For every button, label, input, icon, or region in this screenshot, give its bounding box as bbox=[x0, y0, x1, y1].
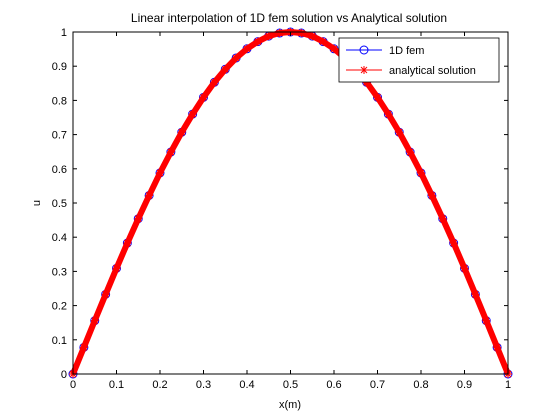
y-tick-label: 0.9 bbox=[52, 61, 67, 73]
y-tick-label: 0.8 bbox=[52, 95, 67, 107]
x-tick-label: 1 bbox=[505, 379, 511, 391]
series-point-analytical bbox=[101, 290, 110, 299]
legend-marker-fem bbox=[359, 45, 369, 55]
series-point-analytical bbox=[460, 264, 469, 273]
series-point-analytical bbox=[417, 168, 425, 177]
plot-area bbox=[73, 32, 508, 374]
y-tick-label: 1 bbox=[61, 27, 67, 39]
legend-label-fem: 1D fem bbox=[389, 45, 424, 57]
series-point-analytical bbox=[330, 44, 338, 53]
series-point-analytical bbox=[221, 65, 230, 74]
ticks-layer: 0 0.1 0.2 0.3 0.4 0.5 0.6 0.7 0.8 0.9 1 0 0.1 0.2 0.3 0… bbox=[52, 27, 511, 391]
series-point-analytical bbox=[427, 191, 436, 200]
x-tick-label: 0 bbox=[70, 379, 76, 391]
series-point-analytical bbox=[373, 93, 382, 102]
series-point-analytical bbox=[134, 214, 143, 223]
series-point-analytical bbox=[79, 343, 88, 352]
series-point-analytical bbox=[145, 191, 154, 200]
x-tick-label: 0.5 bbox=[283, 379, 298, 391]
series-point-analytical bbox=[188, 110, 197, 119]
legend: 1D fem analytical solution bbox=[338, 37, 500, 83]
series-point-analytical bbox=[308, 32, 317, 41]
legend-label-analytical: analytical solution bbox=[389, 65, 476, 77]
series-point-analytical bbox=[166, 148, 175, 157]
series-point-analytical bbox=[493, 343, 502, 352]
series-point-analytical bbox=[199, 93, 208, 102]
series-point-analytical bbox=[319, 37, 328, 46]
x-tick-label: 0.6 bbox=[326, 379, 341, 391]
series-point-analytical bbox=[177, 128, 186, 137]
legend-box bbox=[338, 37, 500, 83]
y-tick-label: 0.7 bbox=[52, 130, 67, 142]
series-point-analytical bbox=[482, 316, 491, 325]
series-point-analytical bbox=[232, 53, 241, 62]
y-tick-label: 0.4 bbox=[52, 232, 67, 244]
series-point-analytical bbox=[438, 214, 447, 223]
series-point-analytical bbox=[243, 44, 251, 53]
x-tick-label: 0.3 bbox=[196, 379, 211, 391]
y-tick-label: 0.5 bbox=[52, 198, 67, 210]
y-tick-label: 0 bbox=[61, 369, 67, 381]
series-point-analytical bbox=[297, 29, 306, 38]
series-point-analytical bbox=[275, 29, 284, 38]
legend-marker-analytical bbox=[360, 66, 368, 74]
series-point-analytical bbox=[471, 290, 480, 299]
chart-title: Linear interpolation of 1D fem solution … bbox=[131, 11, 447, 25]
series-point-analytical bbox=[384, 110, 393, 119]
series-point-analytical bbox=[210, 78, 219, 87]
x-tick-label: 0.8 bbox=[413, 379, 428, 391]
series-point-analytical bbox=[90, 316, 99, 325]
series-point-analytical bbox=[449, 239, 458, 248]
y-tick-label: 0.2 bbox=[52, 301, 67, 313]
series-point-analytical bbox=[123, 239, 132, 248]
series-point-analytical bbox=[253, 37, 262, 46]
series-point-analytical bbox=[156, 168, 164, 177]
x-tick-label: 0.4 bbox=[239, 379, 254, 391]
y-tick-label: 0.1 bbox=[52, 335, 67, 347]
x-tick-label: 0.2 bbox=[152, 379, 167, 391]
x-tick-label: 0.9 bbox=[457, 379, 472, 391]
y-axis-label: u bbox=[31, 200, 43, 206]
series-point-analytical bbox=[395, 128, 404, 137]
series-point-analytical bbox=[264, 32, 273, 41]
x-tick-label: 0.7 bbox=[370, 379, 385, 391]
series-point-analytical bbox=[112, 264, 121, 273]
x-tick-label: 0.1 bbox=[109, 379, 124, 391]
y-tick-label: 0.6 bbox=[52, 164, 67, 176]
series-point-analytical bbox=[406, 148, 415, 157]
y-tick-label: 0.3 bbox=[52, 266, 67, 278]
x-axis-label: x(m) bbox=[279, 399, 301, 411]
